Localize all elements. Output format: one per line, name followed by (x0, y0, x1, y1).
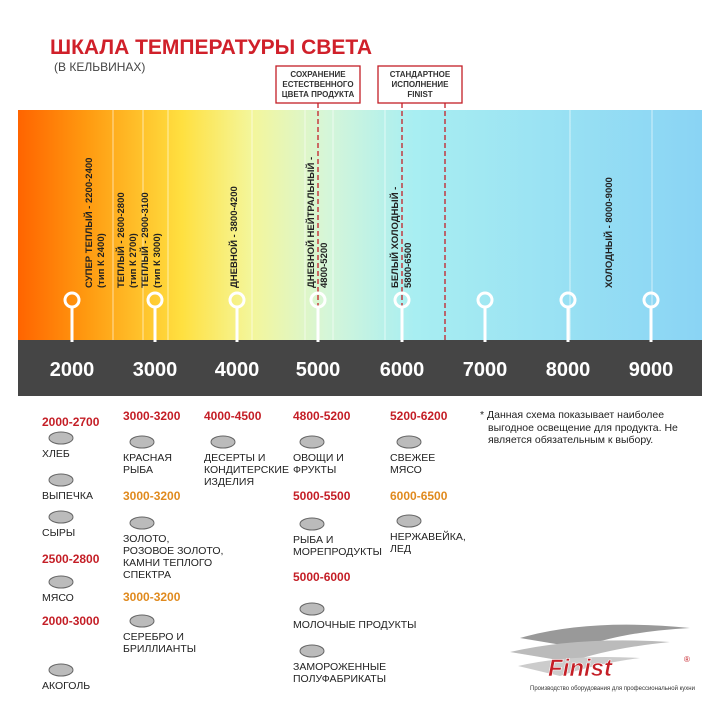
product-label: ЗОЛОТО, РОЗОВОЕ ЗОЛОТО, КАМНИ ТЕПЛОГО СП… (123, 533, 224, 581)
pin-head (642, 291, 660, 309)
range-label: 3000-3200 (123, 409, 181, 423)
product-icon (297, 641, 327, 661)
callout: СОХРАНЕНИЕ ЕСТЕСТВЕННОГО ЦВЕТА ПРОДУКТА (281, 70, 355, 99)
band-label: ДНЕВНОЙ НЕЙТРАЛЬНЫЙ - (305, 157, 317, 288)
pin-head (146, 291, 164, 309)
band-label: БЕЛЫЙ ХОЛОДНЫЙ - (389, 187, 401, 288)
band-sublabel: (тип К 2400) (96, 233, 107, 288)
range-label: 2000-2700 (42, 415, 100, 429)
range-label: 5200-6200 (390, 409, 448, 423)
scale-label: 2000 (50, 359, 95, 381)
range-label: 5000-6000 (293, 570, 351, 584)
product-label: СЕРЕБРО И БРИЛЛИАНТЫ (123, 631, 197, 655)
product-icon (46, 470, 76, 490)
product-icon (46, 572, 76, 592)
band-sublabel: (тип К 2700) (128, 233, 139, 288)
product-icon (297, 514, 327, 534)
product-label: ОВОЩИ И ФРУКТЫ (293, 452, 344, 476)
product-icon (46, 660, 76, 680)
product-icon (127, 611, 157, 631)
title: ШКАЛА ТЕМПЕРАТУРЫ СВЕТА (50, 36, 373, 59)
band-label: ТЕПЛЫЙ - 2900-3100 (139, 192, 151, 288)
product-label: СВЕЖЕЕ МЯСО (390, 452, 436, 476)
product-icon (46, 507, 76, 527)
product-icon (127, 432, 157, 452)
pin-head (309, 291, 327, 309)
scale-label: 6000 (380, 359, 425, 381)
band-dividers (112, 110, 653, 340)
note: * Данная схема показывает наиболее выгод… (480, 409, 678, 446)
range-label: 4000-4500 (204, 409, 262, 423)
product-label: МЯСО (42, 592, 74, 604)
product-label: РЫБА И МОРЕПРОДУКТЫ (293, 534, 382, 558)
range-label: 3000-3200 (123, 489, 181, 503)
product-icon (297, 599, 327, 619)
pin-head (393, 291, 411, 309)
pin-head (476, 291, 494, 309)
product-label: ДЕСЕРТЫ И КОНДИТЕРСКИЕ ИЗДЕЛИЯ (204, 452, 289, 488)
logo: Finist ® Производство оборудования для п… (510, 624, 695, 692)
product-icon (394, 432, 424, 452)
range-label: 5000-5500 (293, 489, 351, 503)
range-label: 2500-2800 (42, 552, 100, 566)
pin-head (559, 291, 577, 309)
callout-lines (275, 65, 463, 340)
product-label: СЫРЫ (42, 527, 76, 539)
product-label: МОЛОЧНЫЕ ПРОДУКТЫ (293, 619, 417, 631)
scale-label: 4000 (215, 359, 260, 381)
callout: СТАНДАРТНОЕ ИСПОЛНЕНИЕ FINIST (389, 70, 451, 99)
spectrum-band (18, 110, 702, 340)
scale-label: 9000 (629, 359, 674, 381)
range-label: 3000-3200 (123, 590, 181, 604)
product-icon (394, 511, 424, 531)
band-sublabel: (тип К 3000) (152, 233, 163, 288)
scale-bar (18, 340, 702, 396)
pin-head (63, 291, 81, 309)
product-label: НЕРЖАВЕЙКА, ЛЕД (390, 531, 466, 555)
scale-label: 5000 (296, 359, 341, 381)
scale-label: 3000 (133, 359, 178, 381)
product-label: ХЛЕБ (42, 448, 70, 460)
product-label: АКОГОЛЬ (42, 680, 91, 692)
product-icon (127, 513, 157, 533)
product-icon (297, 432, 327, 452)
product-icon (46, 428, 76, 448)
product-label: ВЫПЕЧКА (42, 490, 93, 502)
subtitle: (В КЕЛЬВИНАХ) (54, 60, 146, 74)
range-label: 4800-5200 (293, 409, 351, 423)
range-label: 6000-6500 (390, 489, 448, 503)
band-label: ТЕПЛЫЙ - 2600-2800 (115, 192, 127, 288)
band-label: СУПЕР ТЕПЛЫЙ - 2200-2400 (83, 158, 95, 288)
band-label: ХОЛОДНЫЙ - 8000-9000 (603, 177, 615, 288)
band-sublabel: 5800-6500 (403, 243, 414, 288)
logo-mark: ® (684, 655, 690, 664)
band-label: ДНЕВНОЙ - 3800-4200 (228, 186, 240, 288)
product-label: КРАСНАЯ РЫБА (123, 452, 172, 476)
scale-label: 8000 (546, 359, 591, 381)
logo-name: Finist (548, 655, 613, 682)
pin-head (228, 291, 246, 309)
logo-tagline: Производство оборудования для профессион… (530, 685, 695, 692)
scale-label: 7000 (463, 359, 508, 381)
product-label: ЗАМОРОЖЕННЫЕ ПОЛУФАБРИКАТЫ (293, 661, 387, 685)
band-sublabel: 4800-5200 (319, 243, 330, 288)
range-label: 2000-3000 (42, 614, 100, 628)
product-icon (208, 432, 238, 452)
